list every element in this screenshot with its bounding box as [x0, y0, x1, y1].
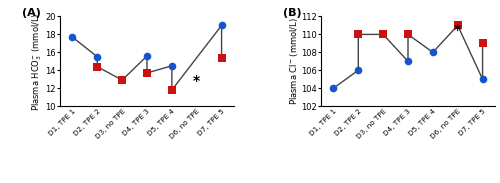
Y-axis label: Plasma Cl$^{-}$ (mmol/L): Plasma Cl$^{-}$ (mmol/L) [288, 17, 300, 105]
Text: (B): (B) [282, 8, 302, 18]
Text: *: * [454, 23, 462, 37]
Text: *: * [193, 74, 200, 88]
Text: (A): (A) [22, 8, 40, 18]
Y-axis label: Plasma HCO$^{-}_{3}$ (mmol/L): Plasma HCO$^{-}_{3}$ (mmol/L) [30, 12, 44, 111]
